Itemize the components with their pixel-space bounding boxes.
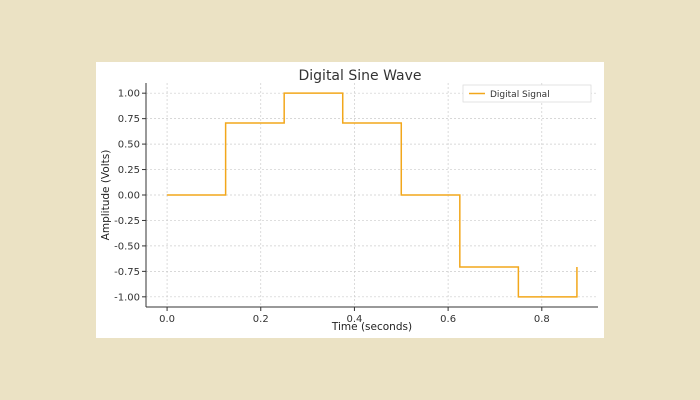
chart-svg: Digital Sine Wave 0.0 0.2 0.4 0.6 0.8 1.00 0.… xyxy=(100,68,598,333)
legend-box xyxy=(462,84,592,103)
legend-label: Digital Signal xyxy=(490,90,550,100)
series-layer xyxy=(167,92,578,298)
x-tick-label: 0.4 xyxy=(346,314,362,325)
y-tick-label: 0.50 xyxy=(118,140,140,151)
y-tick-label: 1.00 xyxy=(118,89,140,100)
y-ticks: 1.00 0.75 0.50 0.25 0.00 -0.25 -0.50 -0.75 -1.00 xyxy=(114,89,146,303)
x-tick-label: 0.6 xyxy=(440,314,456,325)
chart-panel: Digital Sine Wave 0.0 0.2 0.4 0.6 0.8 1.00 0.… xyxy=(96,62,604,338)
y-tick-label: -0.50 xyxy=(114,241,140,252)
y-tick-label: 0.75 xyxy=(118,114,140,125)
x-tick-label: 0.0 xyxy=(159,314,175,325)
x-axis-label: Time (seconds) xyxy=(331,321,412,333)
series-line xyxy=(167,92,578,298)
x-tick-label: 0.8 xyxy=(534,314,550,325)
y-tick-label: 0.00 xyxy=(118,191,140,202)
y-tick-label: -1.00 xyxy=(114,292,140,303)
x-ticks: 0.0 0.2 0.4 0.6 0.8 xyxy=(159,307,550,325)
y-tick-label: -0.75 xyxy=(114,267,140,278)
y-tick-label: 0.25 xyxy=(118,165,140,176)
grid xyxy=(146,83,598,307)
y-tick-label: -0.25 xyxy=(114,216,140,227)
legend: Digital Signal xyxy=(462,84,592,103)
y-axis-label: Amplitude (Volts) xyxy=(100,150,112,241)
x-tick-label: 0.2 xyxy=(253,314,269,325)
chart-title: Digital Sine Wave xyxy=(299,68,422,84)
